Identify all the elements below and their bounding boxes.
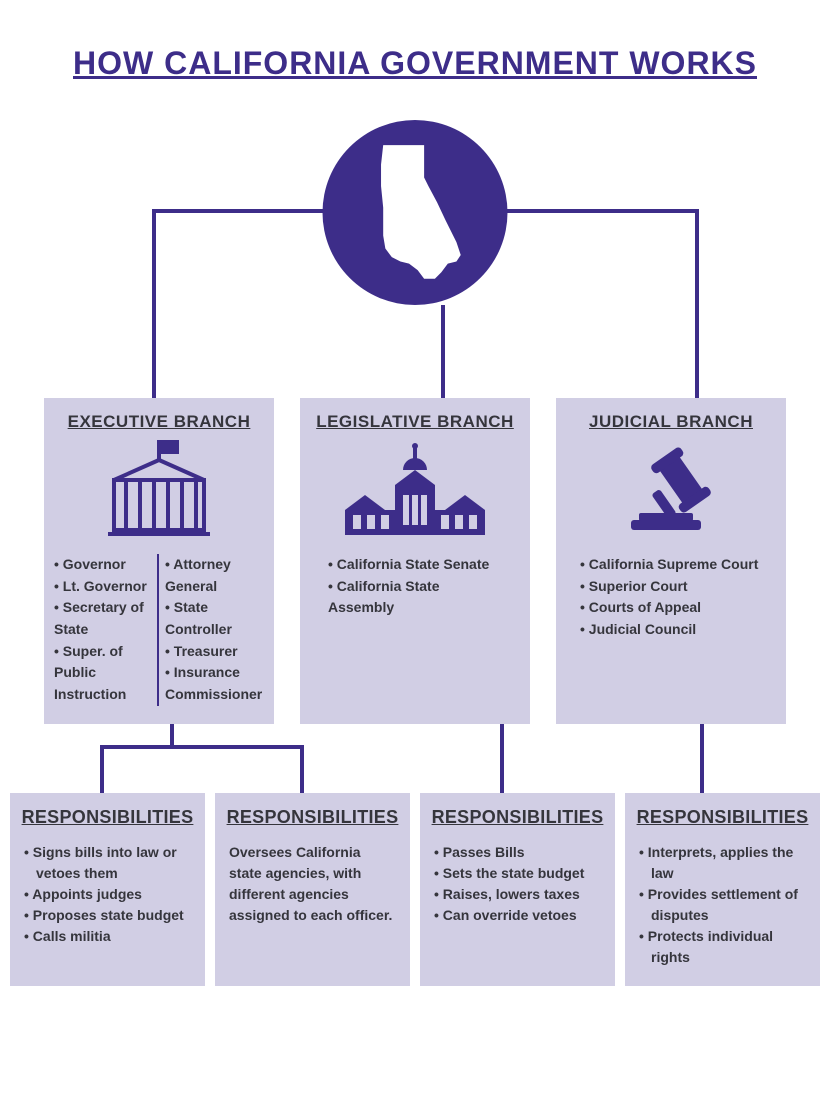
- list-item: Lt. Governor: [54, 576, 153, 598]
- list-item: California State Senate: [328, 554, 502, 576]
- capitol-icon: [310, 440, 520, 540]
- list-item: Signs bills into law or vetoes them: [24, 842, 191, 884]
- resp-para-2: Oversees California state agencies, with…: [225, 842, 400, 926]
- list-item: Passes Bills: [434, 842, 601, 863]
- list-item: Attorney General: [165, 554, 264, 597]
- legislative-title: LEGISLATIVE BRANCH: [310, 412, 520, 432]
- california-circle: [323, 120, 508, 305]
- list-item: Superior Court: [580, 576, 762, 598]
- list-item: Provides settlement of disputes: [639, 884, 806, 926]
- list-item: Treasurer: [165, 641, 264, 663]
- list-item: Calls militia: [24, 926, 191, 947]
- resp-title-1: RESPONSIBILITIES: [20, 807, 195, 828]
- list-item: Interprets, applies the law: [639, 842, 806, 884]
- resp-box-2: RESPONSIBILITIES Oversees California sta…: [215, 793, 410, 986]
- resp-title-2: RESPONSIBILITIES: [225, 807, 400, 828]
- california-icon: [360, 143, 470, 283]
- list-item: California State Assembly: [328, 576, 502, 619]
- page-title: HOW CALIFORNIA GOVERNMENT WORKS: [0, 0, 830, 82]
- judicial-title: JUDICIAL BRANCH: [566, 412, 776, 432]
- list-item: Appoints judges: [24, 884, 191, 905]
- list-item: Insurance Commissioner: [165, 662, 264, 705]
- branches-row: EXECUTIVE BRANCH GovernorL: [0, 398, 830, 724]
- executive-title: EXECUTIVE BRANCH: [54, 412, 264, 432]
- list-item: Protects individual rights: [639, 926, 806, 968]
- list-item: Courts of Appeal: [580, 597, 762, 619]
- executive-branch-box: EXECUTIVE BRANCH GovernorL: [44, 398, 274, 724]
- responsibilities-row: RESPONSIBILITIES Signs bills into law or…: [0, 793, 830, 986]
- list-item: Judicial Council: [580, 619, 762, 641]
- list-item: State Controller: [165, 597, 264, 640]
- building-flag-icon: [54, 440, 264, 540]
- resp-box-3: RESPONSIBILITIES Passes BillsSets the st…: [420, 793, 615, 986]
- resp-box-4: RESPONSIBILITIES Interprets, applies the…: [625, 793, 820, 986]
- list-item: Sets the state budget: [434, 863, 601, 884]
- executive-columns: GovernorLt. GovernorSecretary of StateSu…: [54, 554, 264, 706]
- list-item: California Supreme Court: [580, 554, 762, 576]
- list-item: Proposes state budget: [24, 905, 191, 926]
- list-item: Secretary of State: [54, 597, 153, 640]
- list-item: Super. of Public Instruction: [54, 641, 153, 706]
- resp-box-1: RESPONSIBILITIES Signs bills into law or…: [10, 793, 205, 986]
- resp-title-4: RESPONSIBILITIES: [635, 807, 810, 828]
- list-item: Can override vetoes: [434, 905, 601, 926]
- list-item: Raises, lowers taxes: [434, 884, 601, 905]
- resp-title-3: RESPONSIBILITIES: [430, 807, 605, 828]
- legislative-branch-box: LEGISLATIVE BRANCH: [300, 398, 530, 724]
- gavel-icon: [566, 440, 776, 540]
- list-item: Governor: [54, 554, 153, 576]
- judicial-branch-box: JUDICIAL BRANCH California Supreme Court…: [556, 398, 786, 724]
